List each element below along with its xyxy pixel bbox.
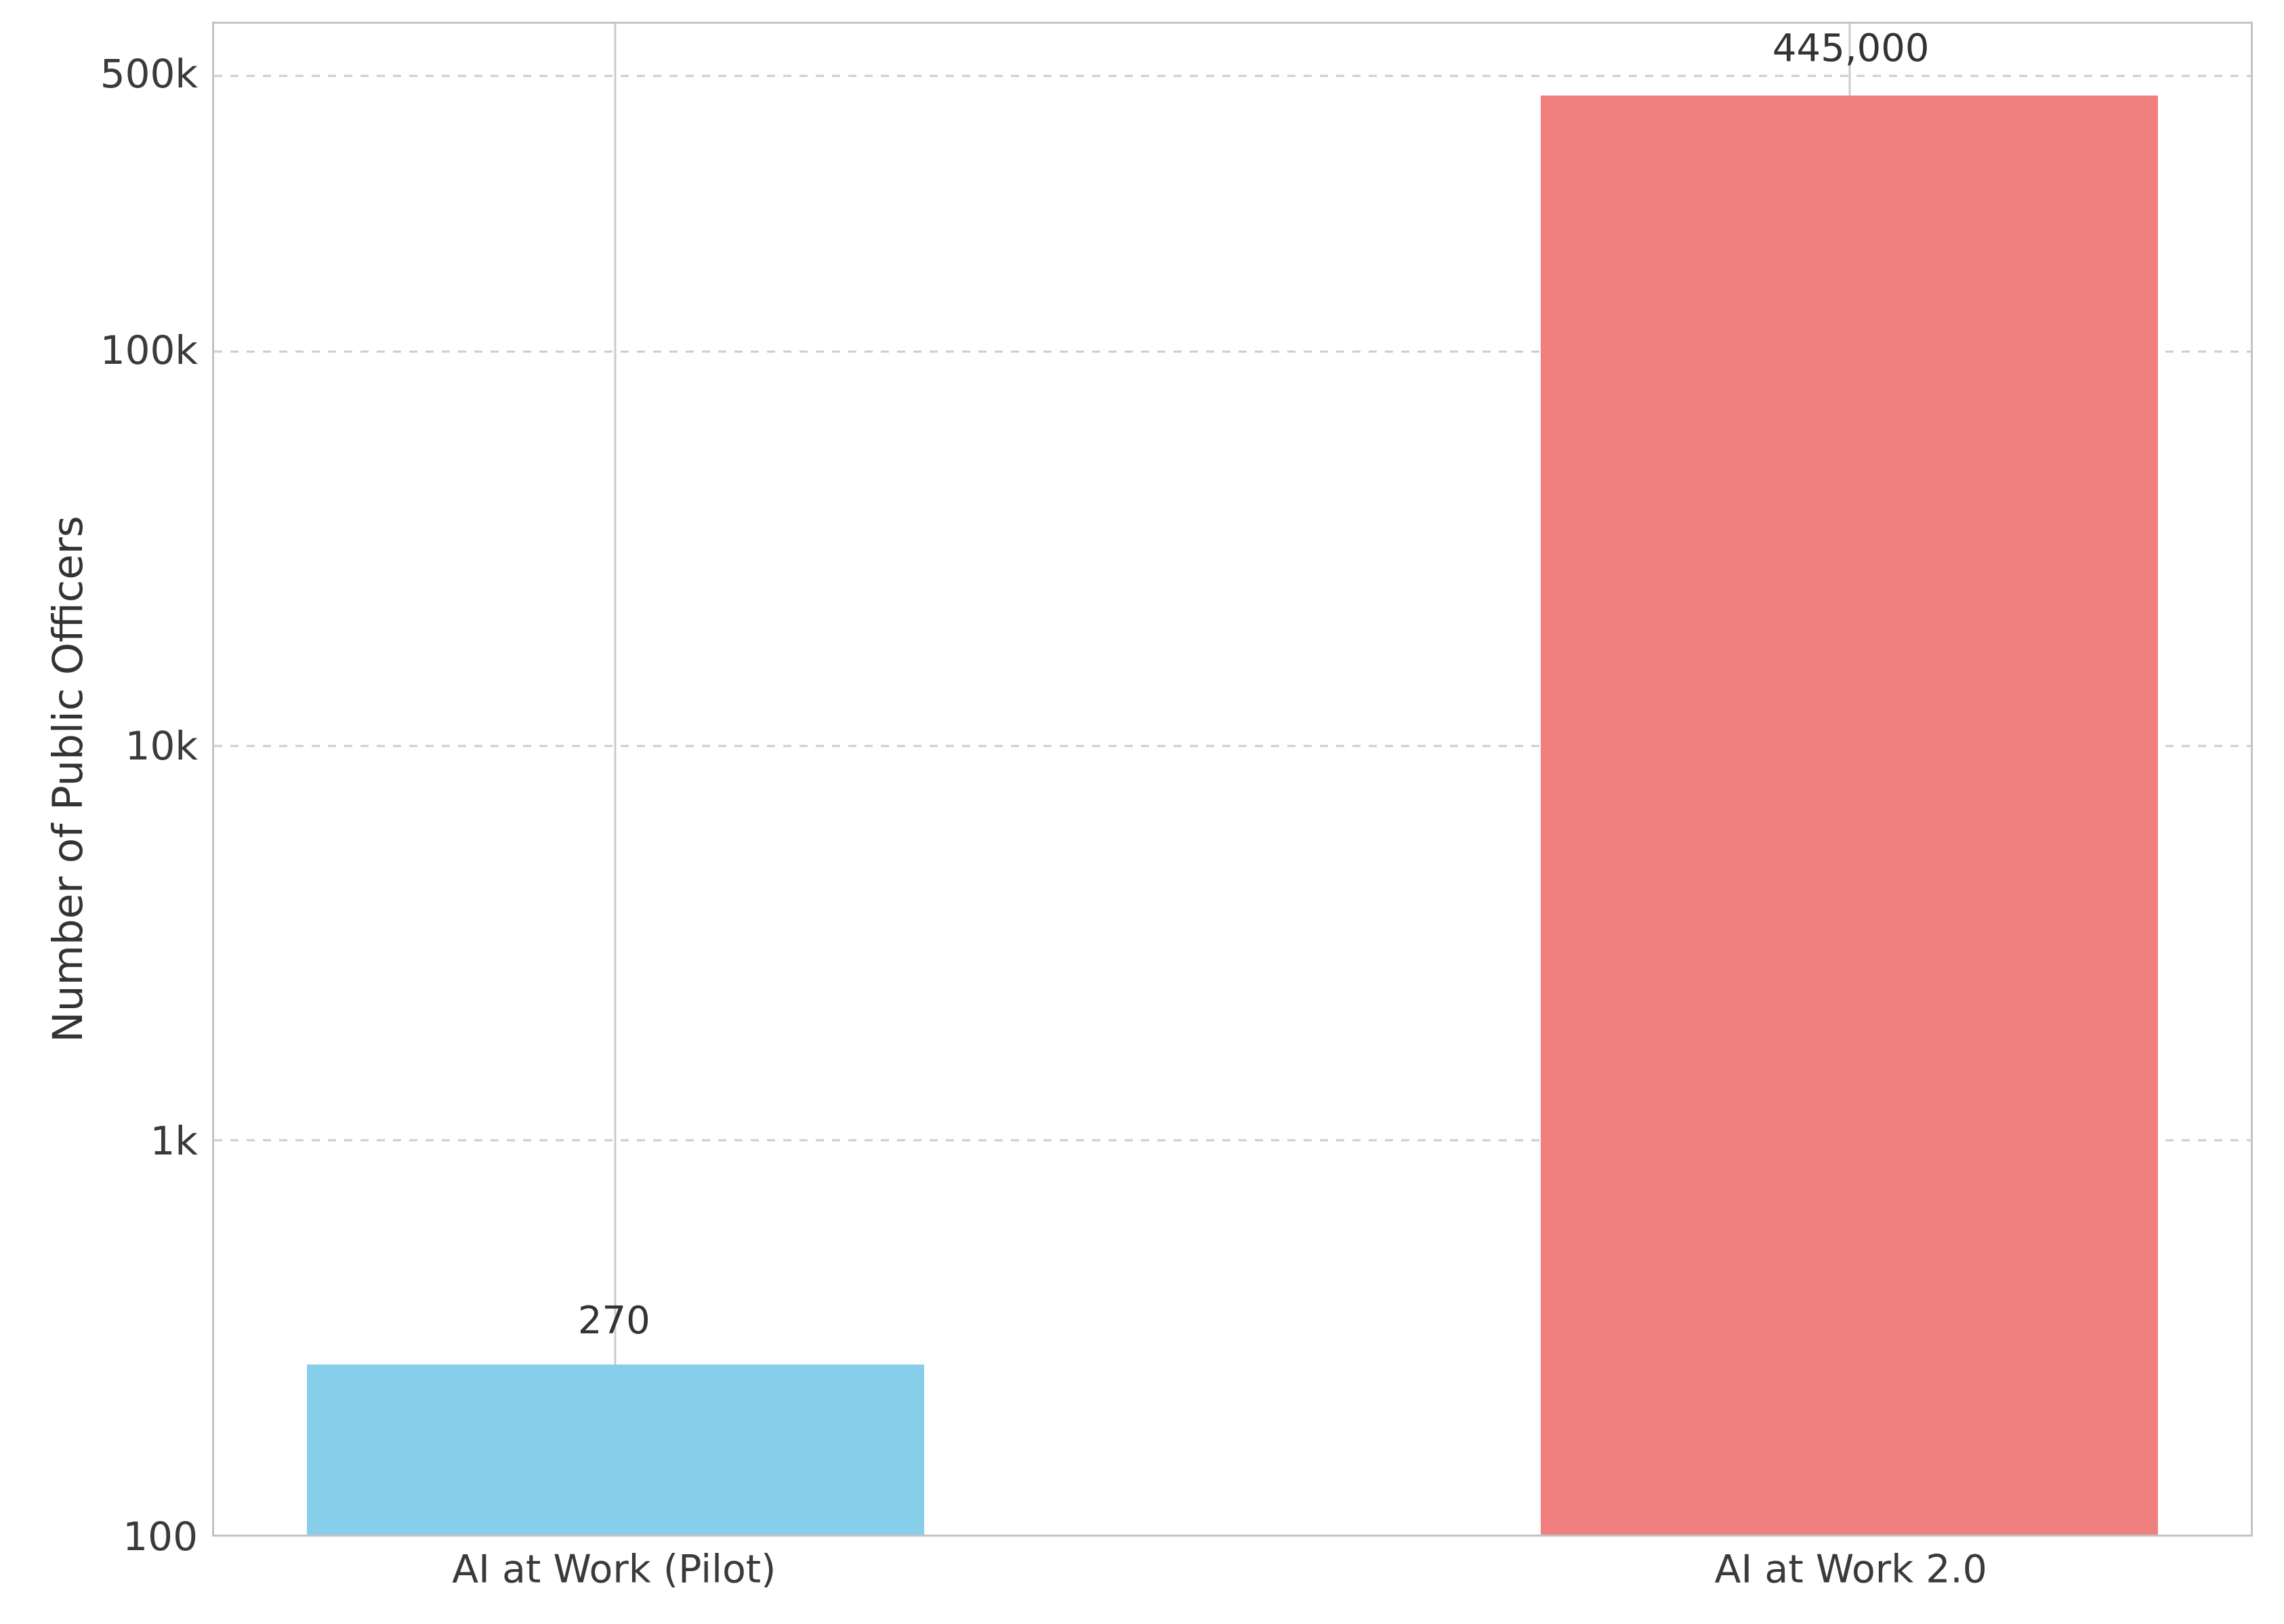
y-tick-label-100: 100	[123, 1514, 198, 1560]
value-label-ai-at-work-2-0: 445,000	[1772, 26, 1930, 71]
plot-area	[212, 22, 2253, 1537]
y-gridline-100k	[214, 350, 2251, 353]
x-tick-label-ai-at-work-2-0: AI at Work 2.0	[1714, 1547, 1987, 1592]
value-label-ai-at-work-pilot: 270	[577, 1299, 650, 1344]
y-gridline-1k	[214, 1139, 2251, 1142]
y-tick-label-10k: 10k	[125, 722, 198, 769]
y-axis-title: Number of Public Officers	[44, 516, 92, 1043]
x-gridline-ai-at-work-pilot	[614, 24, 617, 1535]
bar-ai-at-work-pilot	[306, 1364, 924, 1535]
y-gridline-10k	[214, 745, 2251, 747]
y-gridline-500k	[214, 75, 2251, 77]
bar-ai-at-work-2-0	[1541, 96, 2159, 1535]
y-tick-label-100k: 100k	[100, 327, 198, 373]
y-tick-label-500k: 500k	[100, 50, 198, 97]
y-tick-label-1k: 1k	[150, 1118, 199, 1165]
x-tick-label-ai-at-work-pilot: AI at Work (Pilot)	[452, 1547, 776, 1592]
